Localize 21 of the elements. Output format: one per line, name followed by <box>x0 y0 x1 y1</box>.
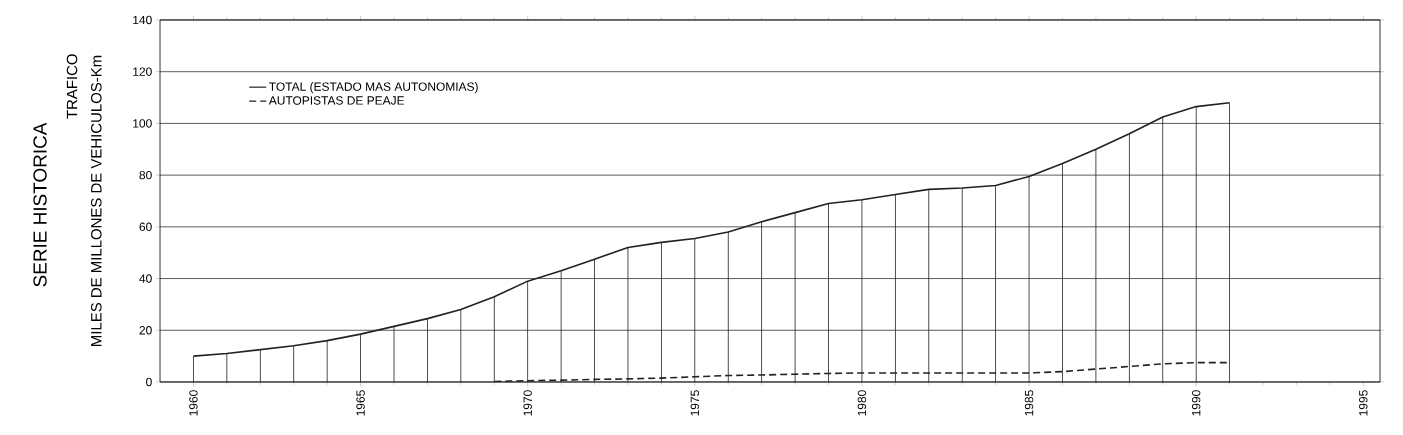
legend-label: TOTAL (ESTADO MAS AUTONOMIAS) <box>269 82 478 94</box>
y-tick-label: 40 <box>139 274 152 283</box>
x-tick-label: 1995 <box>1359 390 1368 416</box>
y-tick-label: 60 <box>139 222 152 232</box>
y-tick-label: 100 <box>133 119 152 128</box>
x-tick-label: 1960 <box>189 390 198 416</box>
text: TRAFICO <box>66 54 78 119</box>
legend-label: AUTOPISTAS DE PEAJE <box>268 96 405 105</box>
x-tick-label: 1985 <box>1024 390 1034 416</box>
x-tick-label: 1980 <box>857 390 867 416</box>
y-tick-label: 120 <box>133 67 152 76</box>
x-tick-label: 1975 <box>690 390 700 416</box>
text: SERIE HISTORICA <box>33 122 47 287</box>
y-tick-label: 140 <box>133 15 152 25</box>
y-tick-label: 80 <box>139 170 152 180</box>
x-tick-label: 1990 <box>1191 390 1201 416</box>
x-tick-label: 1965 <box>356 390 365 416</box>
x-tick-label: 1970 <box>523 390 532 416</box>
y-tick-label: 0 <box>146 377 152 387</box>
y-axis-title: MILES DE MILLONES DE VEHICULOS-Km <box>91 55 102 346</box>
y-tick-label: 20 <box>139 326 152 335</box>
